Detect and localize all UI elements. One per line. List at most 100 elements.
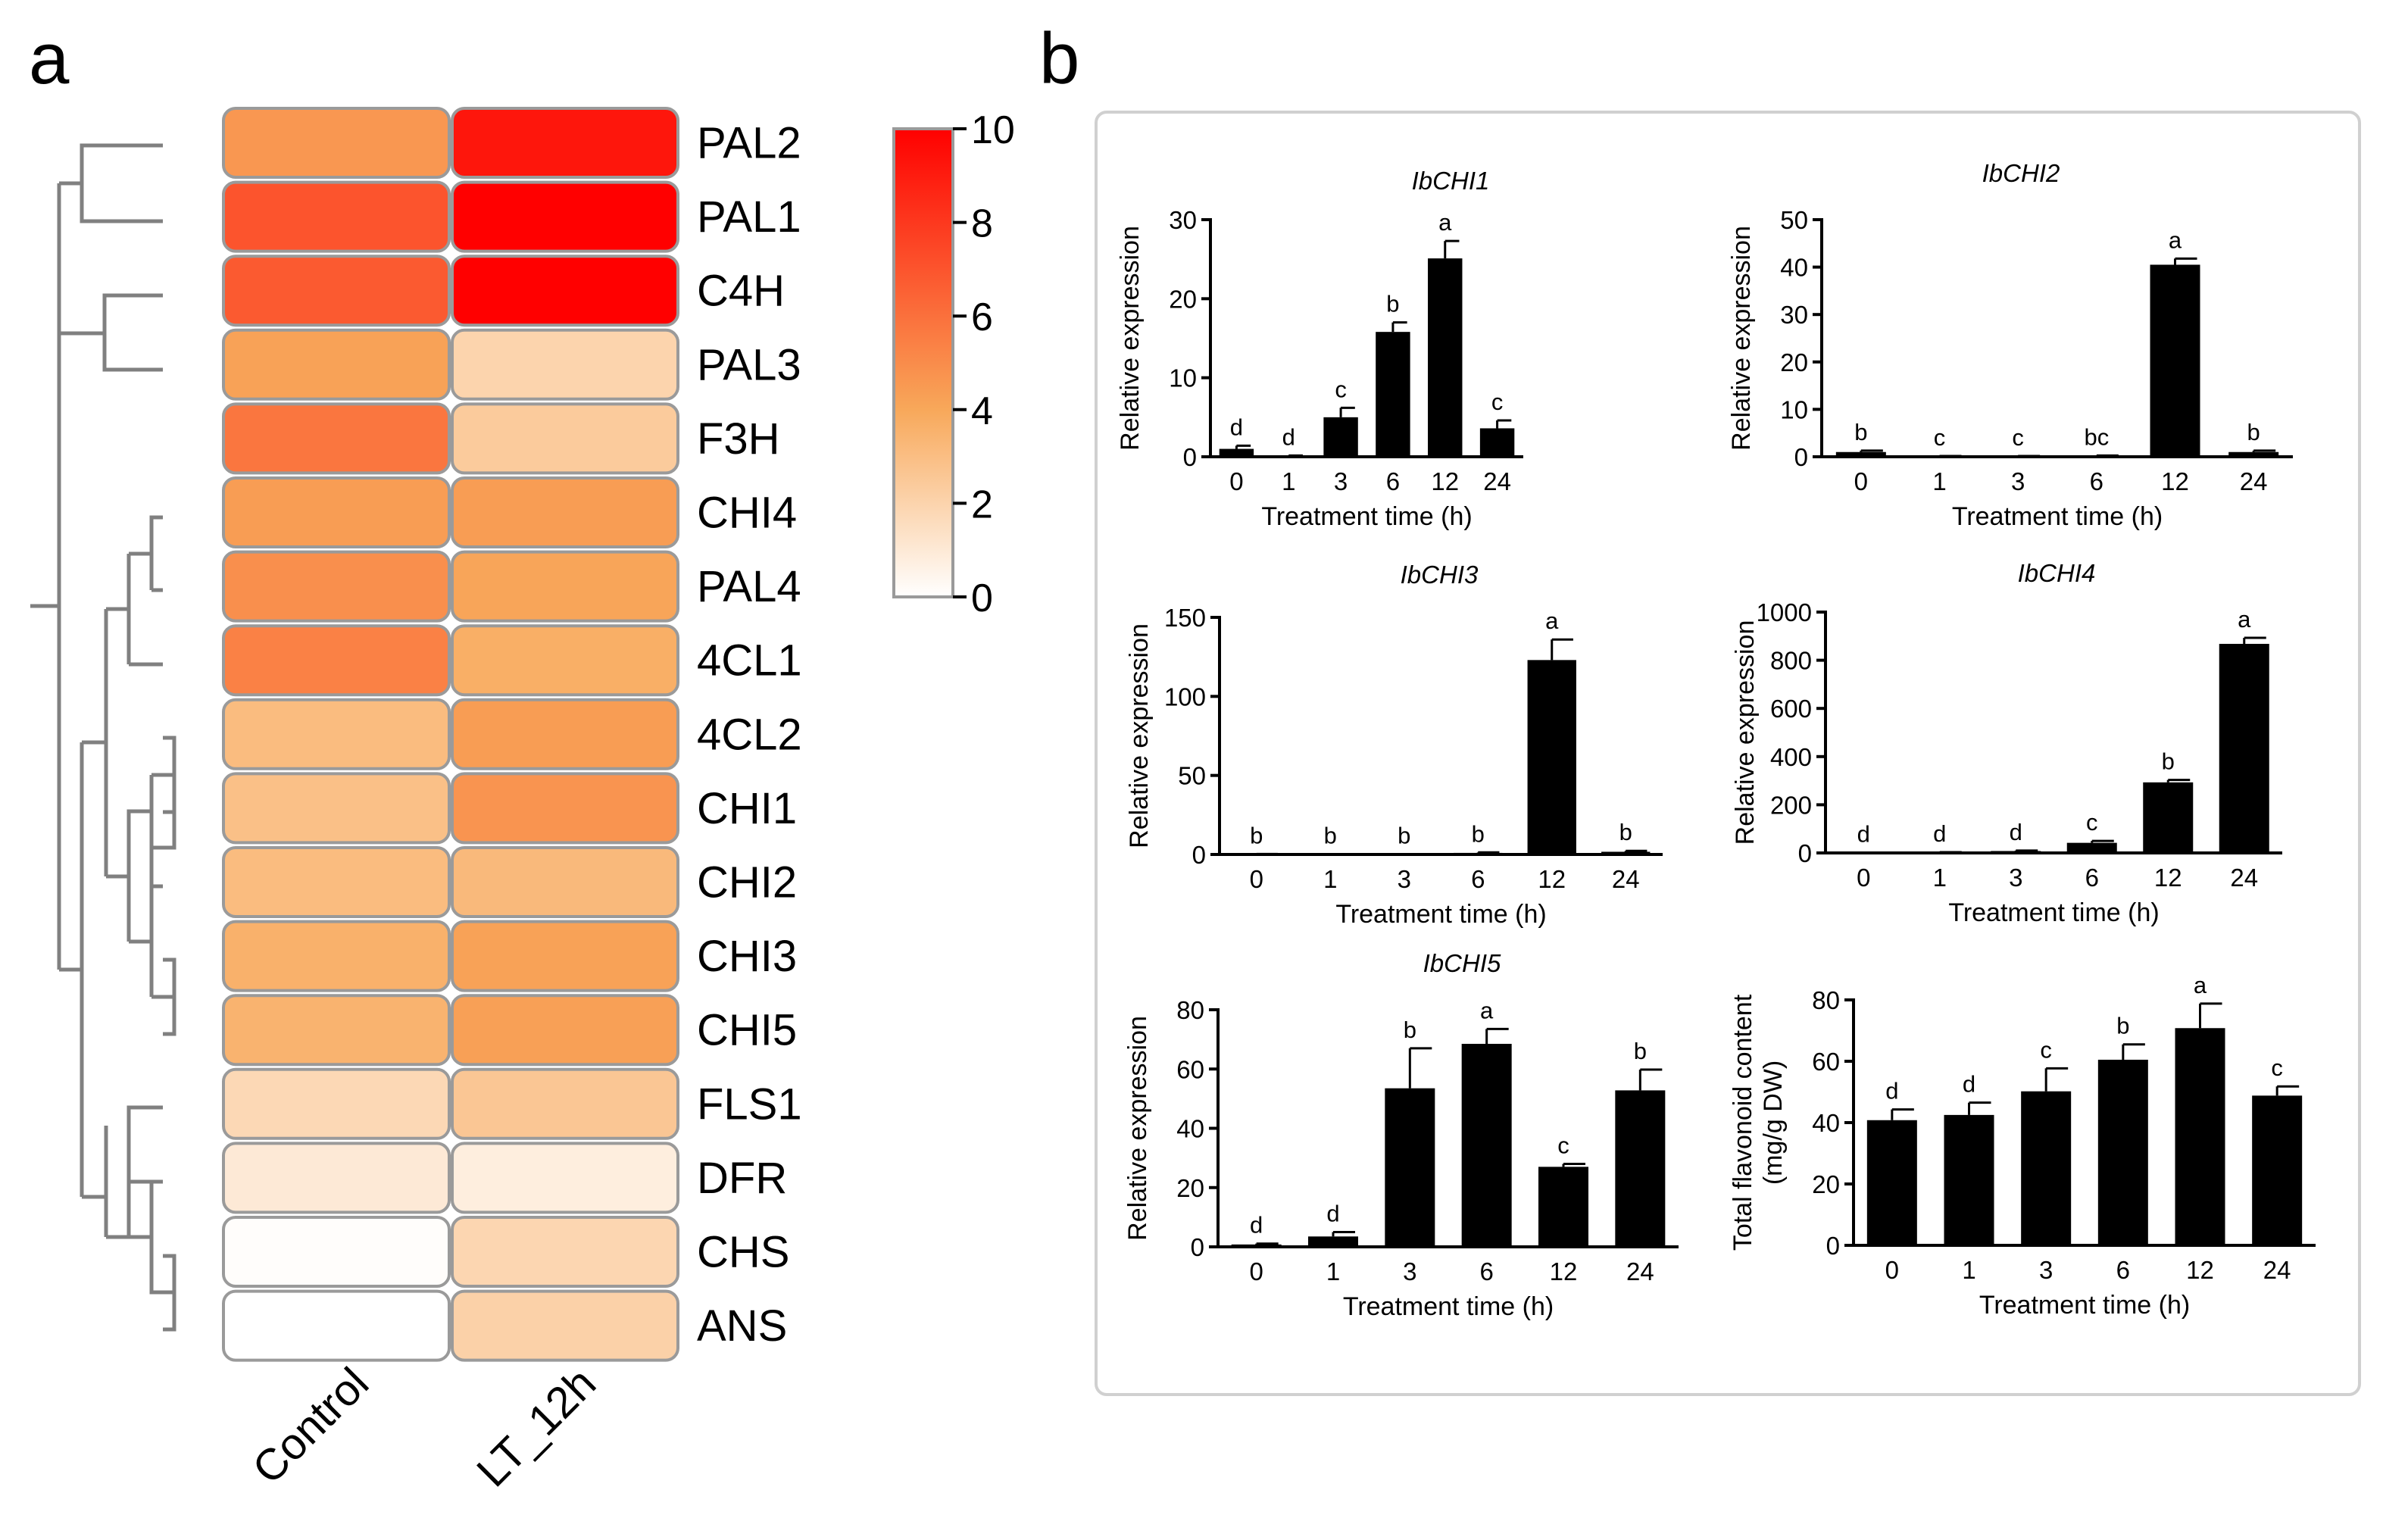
y-tick-label-ibchi5-80: 80 [1176,996,1204,1024]
chart-ibchi5: IbCHI5 0 20 40 60 80 d 0 d 1 b 3 a 6 c 12 b 24 Treatment t… [1123,949,1679,1321]
sig-label-ibchi5-1: d [1326,1200,1339,1226]
chart-ibchi4: IbCHI4 0 200 400 600 800 1000 d 0 d 1 d 3 c 6 b 12 a 24 Tre… [1731,559,2282,927]
sig-label-ibchi4-6: c [2086,809,2098,836]
x-tick-label-ibchi1-0: 0 [1229,467,1243,495]
x-tick-label-flavonoid-12: 12 [2186,1256,2214,1284]
sig-label-ibchi2-0: b [1854,419,1867,445]
heatmap-cell-c4h-control [222,255,451,327]
colorbar-gradient [892,127,954,598]
y-tick-label-ibchi4-400: 400 [1770,743,1812,771]
y-tick-label-ibchi2-0: 0 [1794,443,1808,471]
x-tick-label-ibchi2-12: 12 [2161,467,2189,495]
y-tick-label-ibchi5-20: 20 [1176,1174,1204,1202]
x-axis-label-ibchi4: Treatment time (h) [1948,898,2159,927]
y-tick-label-ibchi3-50: 50 [1178,762,1206,790]
y-tick-label-ibchi2-40: 40 [1780,254,1808,282]
x-tick-label-flavonoid-0: 0 [1885,1256,1899,1284]
chart-title-ibchi4: IbCHI4 [2018,559,2096,587]
heatmap-row-label-pal1: PAL1 [697,192,801,242]
y-tick-label-flavonoid-0: 0 [1826,1232,1840,1260]
y-tick-label-ibchi4-200: 200 [1770,791,1812,819]
sig-label-ibchi1-1: d [1282,423,1295,450]
heatmap-cell-pal4-lt-12h [451,550,679,623]
y-axis-label-ibchi4: Relative expression [1731,620,1760,845]
chart-flavonoid: 0 20 40 60 80 d 0 d 1 c 3 b 6 a 12 c 24 Treatment time (h… [1729,972,2316,1320]
y-tick-label-flavonoid-20: 20 [1812,1170,1840,1198]
heatmap-cell-chi1-lt-12h [451,772,679,845]
bar-ibchi1-3 [1323,417,1358,457]
sig-label-ibchi2-1: c [1934,424,1946,451]
x-tick-label-ibchi5-6: 6 [1479,1257,1493,1285]
y-tick-label-ibchi5-60: 60 [1176,1055,1204,1083]
heatmap-col-label-lt12h: LT_12h [467,1358,605,1496]
chart-title-ibchi5: IbCHI5 [1423,949,1501,977]
bar-ibchi5-0 [1231,1244,1282,1247]
sig-label-ibchi4-0: d [1857,821,1870,848]
x-tick-label-ibchi3-0: 0 [1250,865,1263,893]
bar-ibchi5-3 [1385,1088,1435,1247]
x-tick-label-ibchi2-0: 0 [1854,467,1868,495]
bar-ibchi2-12 [2150,264,2200,457]
sig-label-ibchi5-0: d [1250,1212,1263,1239]
y-axis-label-ibchi1: Relative expression [1116,226,1145,451]
sig-label-ibchi3-0: b [1250,822,1263,848]
y-tick-label-flavonoid-60: 60 [1812,1048,1840,1076]
colorbar-tick-label-2: 2 [971,483,993,526]
x-tick-label-ibchi2-24: 24 [2240,467,2268,495]
x-tick-label-ibchi4-12: 12 [2154,864,2182,892]
chart-title-ibchi3: IbCHI3 [1401,561,1479,589]
heatmap-cell-pal2-control [222,107,451,179]
chart-title-ibchi2: IbCHI2 [1982,159,2060,187]
heatmap-cell-pal3-control [222,328,451,401]
heatmap-cell-chi5-control [222,994,451,1067]
bar-ibchi1-12 [1428,258,1463,457]
sig-label-ibchi1-0: d [1230,414,1243,440]
bar-ibchi5-6 [1461,1043,1512,1247]
heatmap-row-label-f3h: F3H [697,414,780,464]
bar-flavonoid-3 [2021,1091,2072,1245]
sig-label-ibchi4-24: a [2238,606,2251,633]
bar-flavonoid-0 [1866,1120,1917,1245]
y-axis-label-unit-flavonoid: (mg/g DW) [1759,1061,1788,1185]
heatmap-cell-chi2-lt-12h [451,846,679,918]
sig-label-flavonoid-1: d [1963,1071,1975,1098]
y-tick-label-ibchi4-1000: 1000 [1757,598,1812,626]
x-tick-label-ibchi1-12: 12 [1431,467,1459,495]
x-axis-label-ibchi2: Treatment time (h) [1952,502,2163,531]
heatmap-row-label-c4h: C4H [697,267,785,316]
y-tick-label-ibchi3-0: 0 [1192,841,1206,869]
sig-label-ibchi3-1: b [1324,823,1337,849]
x-tick-label-ibchi2-3: 3 [2011,467,2025,495]
x-tick-label-ibchi4-6: 6 [2085,864,2099,892]
heatmap-cell-4cl2-lt-12h [451,698,679,770]
y-axis-label-ibchi2: Relative expression [1727,226,1756,451]
heatmap-cell-chi5-lt-12h [451,994,679,1067]
bar-flavonoid-12 [2175,1028,2225,1245]
colorbar: 10 8 6 4 2 0 [892,108,1015,620]
y-tick-label-ibchi4-800: 800 [1770,647,1812,675]
x-tick-label-flavonoid-6: 6 [2116,1256,2130,1284]
heatmap-row-label-dfr: DFR [697,1154,787,1203]
chart-ibchi2: IbCHI2 0 10 20 30 40 50 b 0 c 1 c 3 bc 6 a 12 b 24 Treatmen… [1727,159,2293,531]
x-axis-label-ibchi3: Treatment time (h) [1335,900,1546,929]
y-tick-label-ibchi3-150: 150 [1164,604,1206,632]
heatmap-cell-f3h-lt-12h [451,402,679,475]
sig-label-flavonoid-0: d [1885,1078,1898,1104]
bar-ibchi3-12 [1527,660,1576,854]
heatmap-row-labels: PAL2 PAL1 C4H PAL3 F3H CHI4 PAL4 4CL1 4CL2 CHI1 CH… [697,119,802,1351]
x-tick-label-ibchi3-24: 24 [1612,865,1640,893]
sig-label-ibchi1-12: a [1438,209,1452,236]
y-tick-label-flavonoid-40: 40 [1812,1109,1840,1137]
sig-label-flavonoid-12: a [2194,972,2207,998]
y-tick-label-flavonoid-80: 80 [1812,986,1840,1014]
sig-label-ibchi2-24: b [2247,419,2260,445]
bar-ibchi1-0 [1219,448,1254,457]
sig-label-ibchi2-12: a [2169,226,2182,253]
chart-title-ibchi1: IbCHI1 [1412,167,1490,195]
heatmap-cell-chs-control [222,1216,451,1288]
y-axis-label-ibchi3: Relative expression [1125,623,1154,848]
heatmap-cell-pal3-lt-12h [451,328,679,401]
bar-ibchi2-24 [2228,451,2279,457]
heatmap-cell-chi4-lt-12h [451,476,679,548]
